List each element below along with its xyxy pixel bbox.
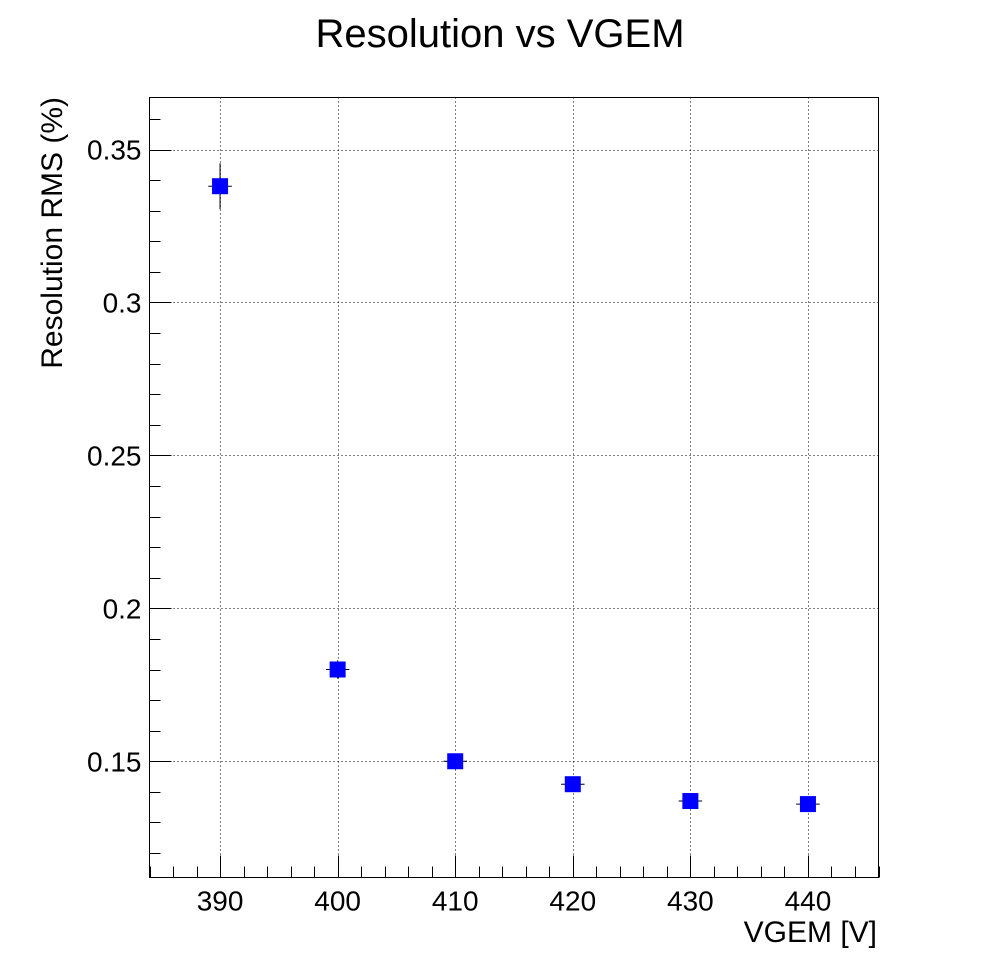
x-tick-labels: 390 400 410 420 430 440: [197, 886, 832, 917]
data-point: [447, 753, 464, 770]
plot-frame: [149, 97, 879, 878]
data-point: [329, 661, 346, 678]
axis-ticks: [149, 119, 880, 878]
x-tick-label: 430: [667, 886, 714, 917]
grid-lines: [149, 97, 879, 878]
y-tick-label: 0.35: [87, 135, 142, 166]
x-tick-label: 390: [197, 886, 244, 917]
data-point: [564, 776, 581, 793]
data-point: [799, 796, 816, 813]
y-tick-label: 0.2: [103, 593, 142, 624]
x-tick-label: 440: [785, 886, 832, 917]
y-tick-labels: 0.15 0.2 0.25 0.3 0.35: [87, 135, 142, 778]
x-tick-label: 420: [549, 886, 596, 917]
y-axis-title: Resolution RMS (%): [36, 97, 69, 369]
x-axis-title: VGEM [V]: [744, 916, 877, 949]
data-point: [212, 178, 229, 195]
y-tick-label: 0.3: [103, 287, 142, 318]
data-points: [208, 163, 820, 813]
y-tick-label: 0.25: [87, 440, 142, 471]
x-tick-label: 400: [314, 886, 361, 917]
chart-title: Resolution vs VGEM: [315, 12, 684, 56]
y-tick-label: 0.15: [87, 746, 142, 777]
x-tick-label: 410: [432, 886, 479, 917]
data-point: [682, 793, 699, 810]
